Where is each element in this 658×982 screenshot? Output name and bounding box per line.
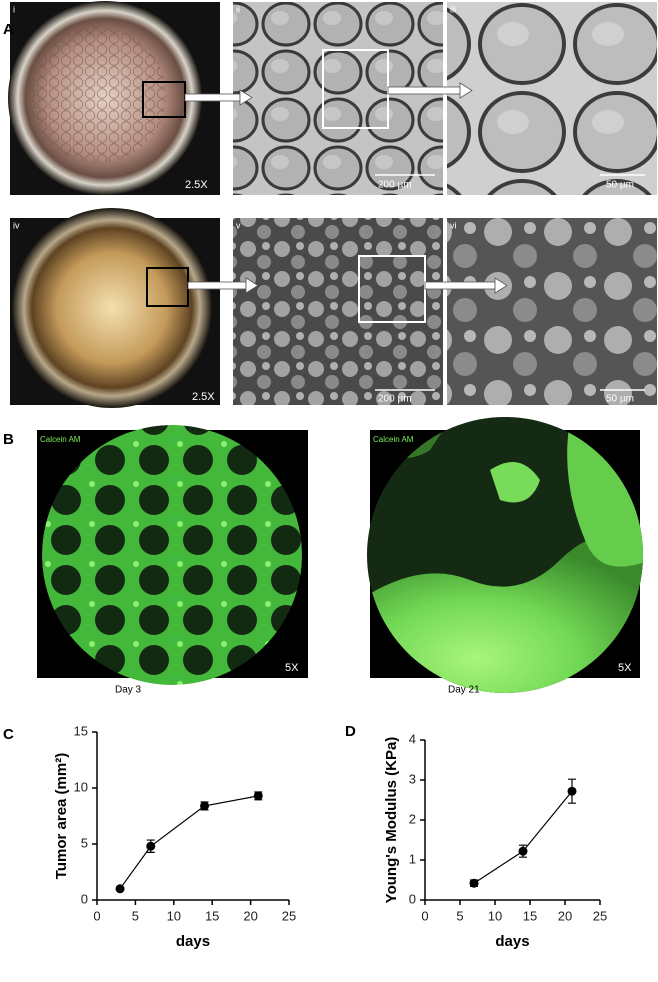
magnification: 5X [618, 662, 632, 674]
y-tick-label: 15 [74, 723, 88, 738]
x-tick-label: 5 [456, 908, 463, 923]
x-tick-label: 20 [558, 908, 572, 923]
x-tick-label: 15 [205, 908, 219, 923]
image-label: v [236, 220, 241, 230]
panel-label: B [3, 431, 14, 448]
x-tick-label: 5 [132, 908, 139, 923]
arrow [187, 277, 259, 294]
image-label: ii [236, 4, 240, 14]
scale-label: 50 µm [606, 394, 634, 405]
image-ii [233, 2, 443, 195]
y-tick-label: 2 [409, 811, 416, 826]
y-tick-label: 1 [409, 851, 416, 866]
y-tick-label: 4 [409, 731, 416, 746]
arrow [387, 82, 473, 99]
stain-label: Calcein AM [373, 435, 414, 444]
scale-label: 200 µm [378, 180, 412, 191]
image-label: i [13, 4, 15, 14]
dish [12, 208, 212, 408]
image-iii [447, 2, 657, 195]
scale-label: 200 µm [378, 394, 412, 405]
data-point [567, 786, 577, 796]
stain-label: Calcein AM [40, 435, 81, 444]
data-point [146, 841, 156, 851]
arrow [184, 89, 253, 106]
image-label: iv [13, 220, 20, 230]
data-point [253, 791, 263, 801]
y-tick-label: 10 [74, 779, 88, 794]
x-tick-label: 15 [523, 908, 537, 923]
magnification: 2.5X [185, 179, 208, 191]
data-line [473, 790, 573, 884]
arrow [424, 277, 508, 294]
panel-label: C [3, 726, 14, 743]
x-tick-label: 25 [282, 908, 296, 923]
x-tick-label: 20 [243, 908, 257, 923]
data-point [200, 801, 210, 811]
x-axis-label: days [495, 933, 529, 950]
y-tick-label: 0 [81, 891, 88, 906]
y-tick-label: 0 [409, 891, 416, 906]
data-point [115, 884, 125, 894]
data-point [469, 878, 479, 888]
x-axis-label: days [176, 933, 210, 950]
caption: Day 21 [448, 685, 480, 696]
image-v [233, 218, 443, 405]
panel-label: D [345, 723, 356, 740]
x-tick-label: 10 [167, 908, 181, 923]
x-tick-label: 0 [421, 908, 428, 923]
scale-label: 50 µm [606, 180, 634, 191]
x-tick-label: 10 [488, 908, 502, 923]
x-tick-label: 25 [593, 908, 607, 923]
magnification: 5X [285, 662, 299, 674]
data-point [518, 846, 528, 856]
fluorescence [42, 425, 302, 685]
x-tick-label: 0 [93, 908, 100, 923]
y-axis-label: Tumor area (mm²) [53, 753, 70, 879]
y-tick-label: 3 [409, 771, 416, 786]
caption: Day 3 [115, 685, 142, 696]
image-label: vi [450, 220, 457, 230]
magnification: 2.5X [192, 391, 215, 403]
y-tick-label: 5 [81, 835, 88, 850]
image-vi [447, 218, 657, 405]
y-axis-label: Young's Modulus (KPa) [383, 737, 400, 904]
data-line [119, 795, 259, 890]
panel-label: A [3, 21, 14, 38]
image-label: iii [450, 4, 456, 14]
cells [30, 27, 166, 163]
